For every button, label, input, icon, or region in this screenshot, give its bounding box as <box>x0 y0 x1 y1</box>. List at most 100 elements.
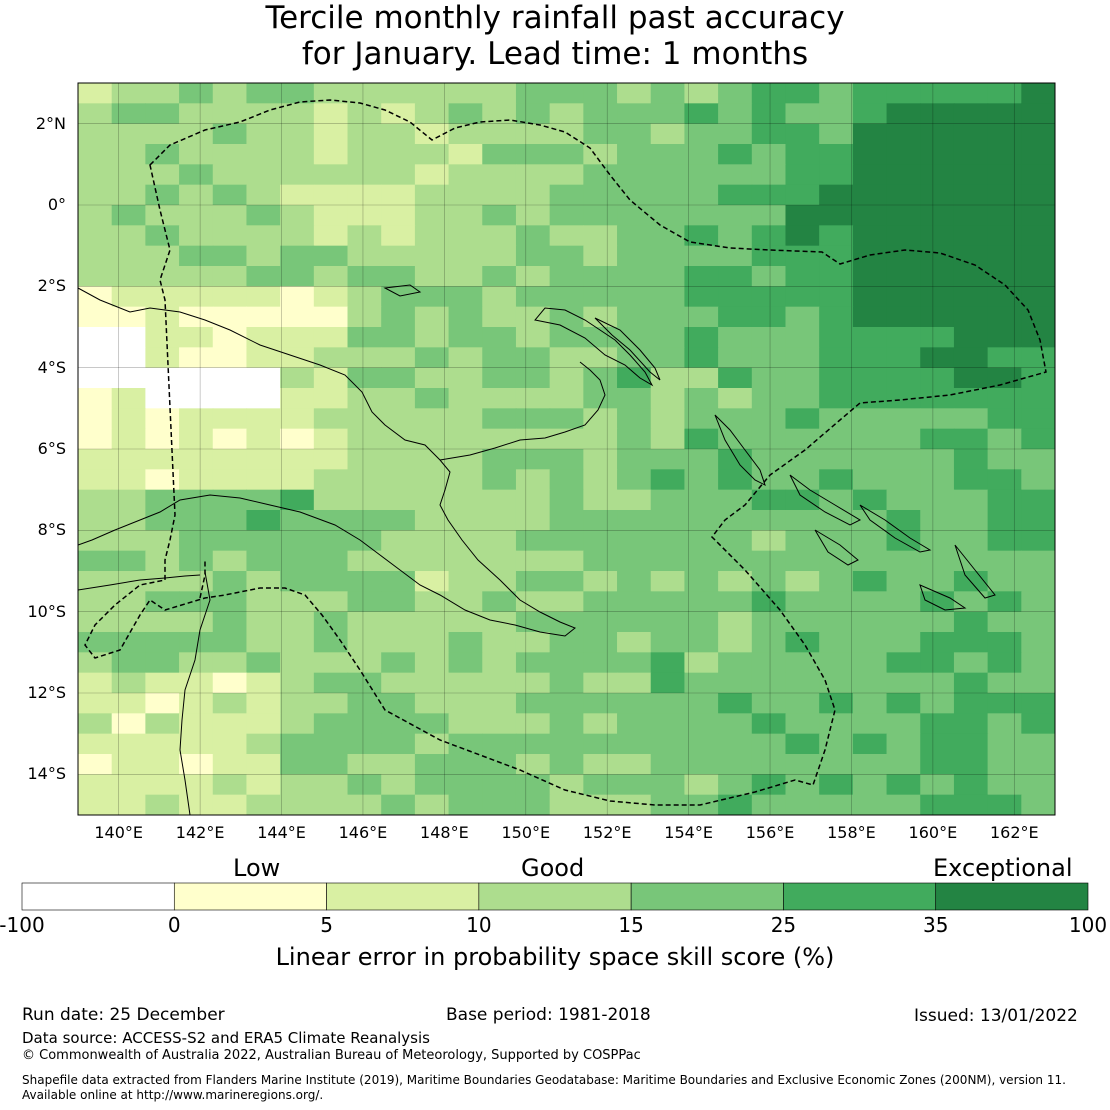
skill-cell <box>515 530 551 552</box>
skill-cell <box>179 632 214 653</box>
skill-cell <box>852 245 888 267</box>
issued-date: Issued: 13/01/2022 <box>914 1006 1078 1026</box>
skill-cell <box>953 550 989 572</box>
skill-cell <box>381 225 416 247</box>
skill-cell <box>1021 733 1055 755</box>
skill-cell <box>718 713 753 735</box>
skill-cell <box>751 83 787 104</box>
skill-cell <box>920 428 955 450</box>
colorbar-tick-label: 15 <box>618 913 644 937</box>
skill-cell <box>381 469 416 491</box>
skill-cell <box>212 103 248 125</box>
colorbar-segment <box>630 882 784 911</box>
skill-cell <box>111 428 146 450</box>
skill-cell <box>886 672 921 694</box>
skill-cell <box>414 469 450 491</box>
lon-label: 142°E <box>175 823 225 842</box>
skill-cell <box>650 83 686 104</box>
skill-cell <box>617 184 652 206</box>
skill-cell <box>381 306 416 328</box>
skill-cell <box>684 693 719 714</box>
skill-cell <box>751 123 787 145</box>
skill-cell <box>583 367 618 389</box>
skill-cell <box>953 266 989 287</box>
skill-cell <box>886 103 921 125</box>
category-exceptional: Exceptional <box>933 854 1073 882</box>
skill-cell <box>414 327 450 348</box>
skill-cell <box>718 306 753 328</box>
skill-cell <box>819 571 854 592</box>
skill-cell <box>111 245 146 267</box>
skill-cell <box>482 144 517 165</box>
skill-cell <box>347 530 382 552</box>
skill-cell <box>145 205 180 226</box>
skill-cell <box>515 205 551 226</box>
skill-cell <box>987 591 1022 613</box>
skill-cell <box>987 266 1022 287</box>
colorbar-tick-label: 100 <box>1068 913 1108 937</box>
skill-cell <box>987 632 1022 653</box>
skill-cell <box>718 408 753 430</box>
skill-cell <box>785 205 820 226</box>
png-eez <box>84 99 1047 806</box>
skill-cell <box>313 733 349 755</box>
skill-cell <box>819 428 854 450</box>
skill-cell <box>381 164 416 186</box>
skill-cell <box>583 510 618 531</box>
skill-cell <box>515 449 551 470</box>
skill-cell <box>819 184 854 206</box>
skill-cell <box>549 754 584 775</box>
skill-cell <box>785 306 820 328</box>
skill-cell <box>650 327 686 348</box>
skill-cell <box>718 266 753 287</box>
skill-cell <box>313 83 349 104</box>
skill-cell <box>751 591 787 613</box>
skill-cell <box>650 184 686 206</box>
lat-label: 2°S <box>37 276 66 296</box>
skill-cell <box>852 164 888 186</box>
skill-cell <box>617 550 652 572</box>
skill-cell <box>987 489 1022 511</box>
skill-cell <box>179 327 214 348</box>
skill-cell <box>111 672 146 694</box>
skill-cell <box>515 550 551 572</box>
skill-cell <box>852 713 888 735</box>
data-source: Data source: ACCESS-S2 and ERA5 Climate … <box>22 1029 430 1047</box>
skill-cell <box>515 83 551 104</box>
skill-cell <box>886 367 921 389</box>
skill-cell <box>313 306 349 328</box>
skill-cell <box>347 652 382 674</box>
skill-cell <box>549 306 584 328</box>
colorbar-tick-label: -100 <box>0 913 45 937</box>
skill-cell <box>414 733 450 755</box>
skill-cell <box>482 713 517 735</box>
skill-cell <box>718 347 753 369</box>
skill-cell <box>246 266 281 287</box>
skill-cell <box>617 611 652 633</box>
skill-cell <box>920 266 955 287</box>
skill-cell <box>617 388 652 409</box>
skill-cell <box>953 652 989 674</box>
skill-cell <box>111 510 146 531</box>
skill-cell <box>650 266 686 287</box>
skill-cell <box>684 510 719 531</box>
skill-cell <box>212 449 248 470</box>
skill-cell <box>650 449 686 470</box>
skill-cell <box>347 367 382 389</box>
skill-cell <box>852 306 888 328</box>
skill-cell <box>313 652 349 674</box>
skill-cell <box>448 266 483 287</box>
skill-cell <box>246 733 281 755</box>
skill-cell <box>448 286 483 308</box>
skill-cell <box>684 83 719 104</box>
skill-cell <box>886 83 921 104</box>
skill-cell <box>145 794 180 815</box>
skill-cell <box>852 774 888 796</box>
skill-cell <box>953 449 989 470</box>
lat-label: 14°S <box>27 764 66 784</box>
skill-cell <box>414 754 450 775</box>
skill-cell <box>549 388 584 409</box>
skill-cell <box>920 83 955 104</box>
skill-cell <box>448 83 483 104</box>
skill-cell <box>987 367 1022 389</box>
